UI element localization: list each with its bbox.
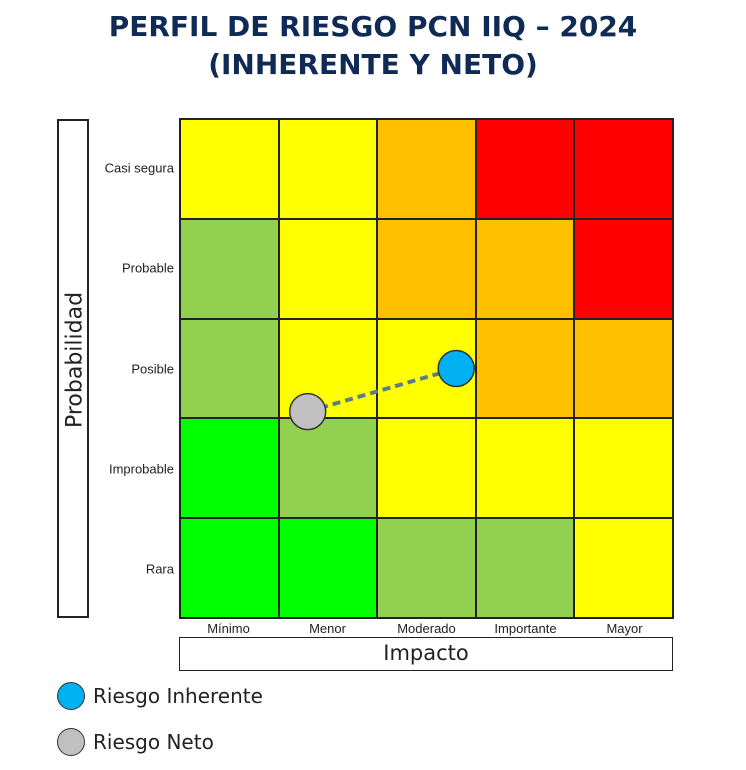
matrix-cell-3-5 — [574, 318, 673, 419]
matrix-cell-4-5 — [574, 418, 673, 519]
matrix-cell-1-2 — [278, 119, 378, 219]
matrix-cell-3-4 — [475, 318, 575, 419]
legend-marker-icon — [57, 728, 85, 756]
row-label: Improbable — [108, 461, 174, 477]
matrix-cell-5-4 — [475, 518, 575, 618]
legend-label: Riesgo Inherente — [93, 684, 263, 708]
matrix-cell-2-4 — [475, 218, 575, 319]
column-label: Moderado — [397, 621, 456, 636]
matrix-cell-3-3 — [377, 318, 476, 419]
matrix-cell-3-1 — [180, 318, 279, 419]
legend-item: Riesgo Inherente — [57, 681, 263, 711]
matrix-cell-2-1 — [180, 218, 279, 319]
row-label: Casi segura — [104, 160, 174, 176]
row-label: Rara — [145, 561, 174, 577]
row-label: Posible — [131, 361, 174, 376]
matrix-cell-2-5 — [574, 218, 673, 319]
risk-matrix-grid — [179, 118, 674, 619]
legend-item: Riesgo Neto — [57, 727, 214, 757]
matrix-cell-4-2 — [278, 418, 378, 519]
legend-label: Riesgo Neto — [93, 730, 214, 754]
column-label: Menor — [309, 621, 346, 636]
legend-marker-icon — [57, 682, 85, 710]
row-label: Probable — [121, 260, 174, 276]
matrix-cell-5-5 — [574, 518, 673, 618]
matrix-cell-4-3 — [377, 418, 476, 519]
chart-title: PERFIL DE RIESGO PCN IIQ – 2024 (INHEREN… — [0, 8, 746, 84]
x-axis-label: Impacto — [179, 637, 673, 671]
matrix-cell-5-1 — [180, 518, 279, 618]
matrix-cell-4-4 — [475, 418, 575, 519]
y-axis-label: Probabilidad — [62, 291, 88, 429]
matrix-cell-5-3 — [377, 518, 476, 618]
matrix-cell-1-5 — [574, 119, 673, 219]
matrix-cell-4-1 — [180, 418, 279, 519]
chart-title-line-1: PERFIL DE RIESGO PCN IIQ – 2024 — [108, 10, 638, 43]
matrix-cell-1-1 — [180, 119, 279, 219]
matrix-cell-5-2 — [278, 518, 378, 618]
column-label: Mínimo — [207, 621, 250, 636]
column-label: Mayor — [606, 621, 643, 636]
y-axis-label-box — [57, 119, 89, 618]
matrix-cell-3-2 — [278, 318, 378, 419]
column-label: Importante — [494, 621, 557, 636]
matrix-cell-1-3 — [377, 119, 476, 219]
matrix-cell-2-3 — [377, 218, 476, 319]
chart-title-line-2: (INHERENTE Y NETO) — [208, 48, 538, 81]
matrix-cell-2-2 — [278, 218, 378, 319]
matrix-cell-1-4 — [475, 119, 575, 219]
